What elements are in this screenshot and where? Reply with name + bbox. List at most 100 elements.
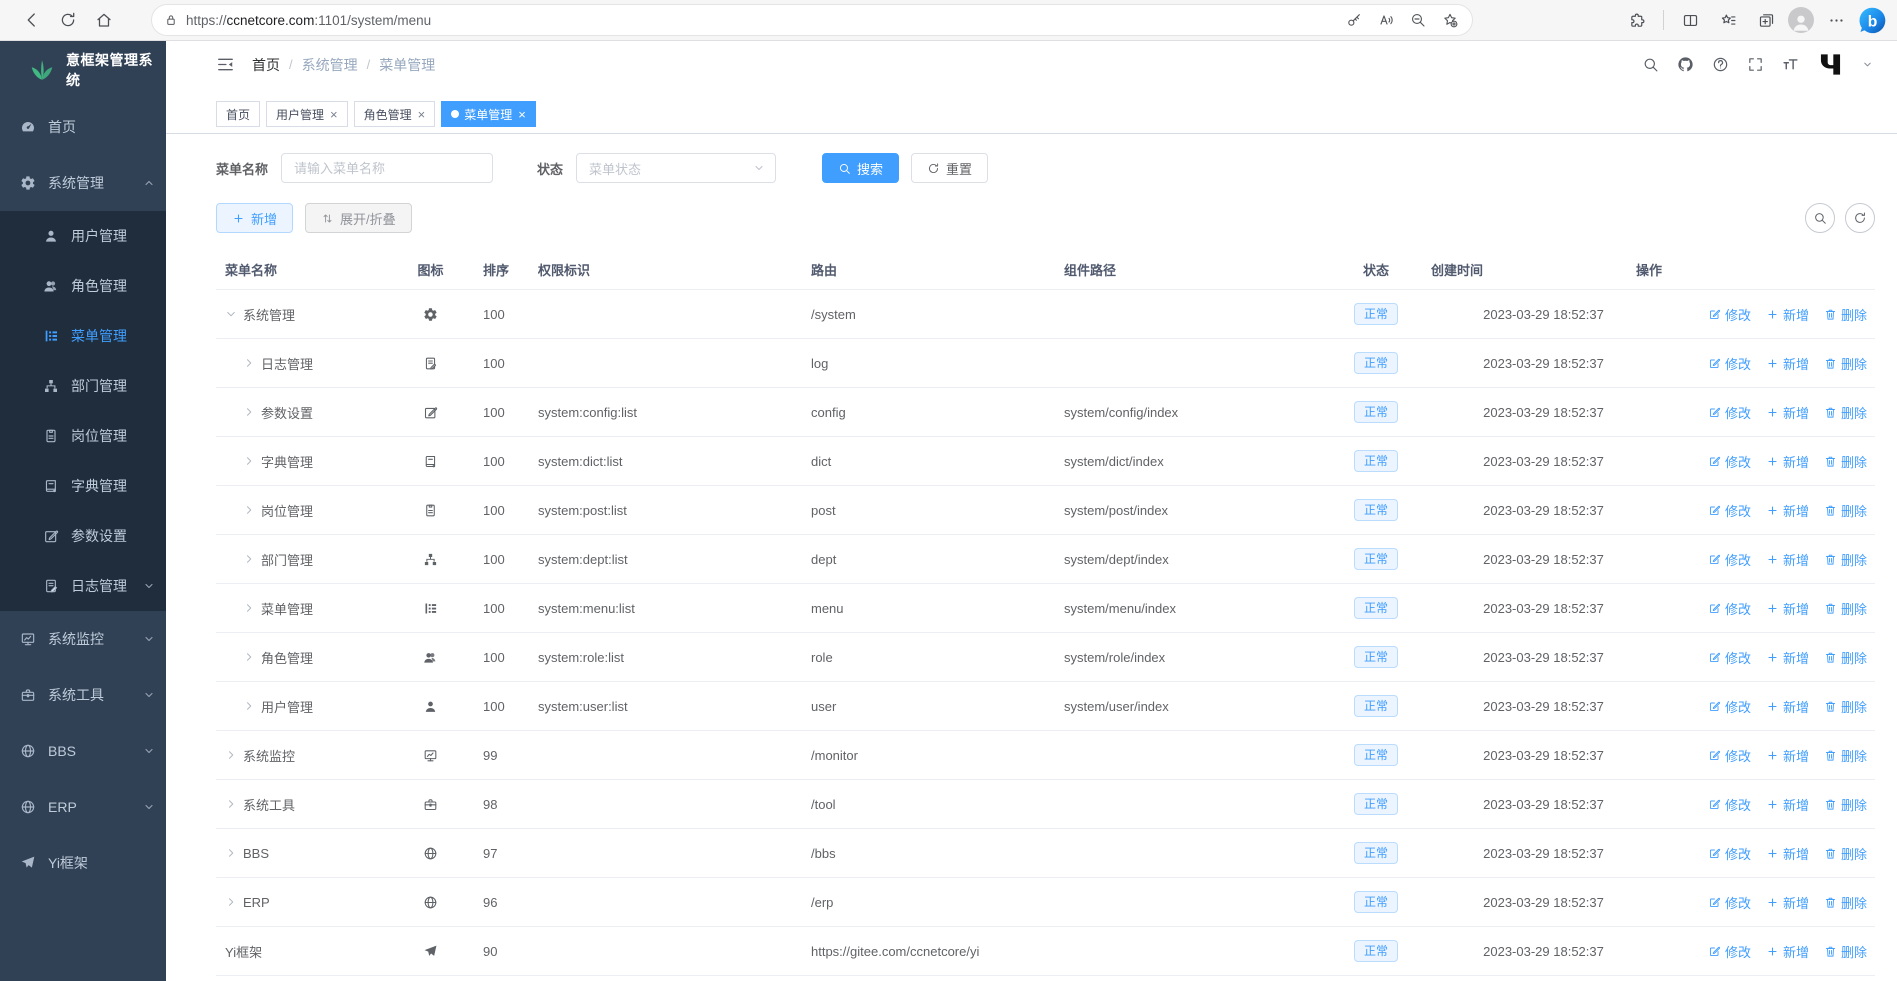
sidebar-item-menu[interactable]: 菜单管理 xyxy=(0,311,166,361)
tab-menu[interactable]: 菜单管理 × xyxy=(441,101,536,127)
op-add-link[interactable]: 新增 xyxy=(1766,403,1809,422)
op-add-link[interactable]: 新增 xyxy=(1766,305,1809,324)
sidebar-item-system[interactable]: 系统管理 xyxy=(0,155,166,211)
tab-close-icon[interactable]: × xyxy=(330,106,338,122)
op-edit-link[interactable]: 修改 xyxy=(1708,452,1751,471)
chevron-down-icon[interactable] xyxy=(225,308,237,320)
tab-close-icon[interactable]: × xyxy=(518,106,526,122)
op-delete-link[interactable]: 删除 xyxy=(1824,844,1867,863)
chevron-right-icon[interactable] xyxy=(243,553,255,565)
sidebar-item-tool[interactable]: 系统工具 xyxy=(0,667,166,723)
url-text[interactable]: https://ccnetcore.com:1101/system/menu xyxy=(186,12,432,28)
op-delete-link[interactable]: 删除 xyxy=(1824,354,1867,373)
extensions-button[interactable] xyxy=(1621,4,1653,36)
chevron-right-icon[interactable] xyxy=(225,896,237,908)
split-screen-button[interactable] xyxy=(1674,4,1706,36)
browser-home-button[interactable] xyxy=(86,3,122,37)
op-delete-link[interactable]: 删除 xyxy=(1824,893,1867,912)
avatar-dropdown-caret[interactable] xyxy=(1862,59,1873,70)
op-add-link[interactable]: 新增 xyxy=(1766,844,1809,863)
chevron-right-icon[interactable] xyxy=(243,651,255,663)
op-delete-link[interactable]: 删除 xyxy=(1824,648,1867,667)
sidebar-item-user[interactable]: 用户管理 xyxy=(0,211,166,261)
op-delete-link[interactable]: 删除 xyxy=(1824,795,1867,814)
op-add-link[interactable]: 新增 xyxy=(1766,452,1809,471)
op-delete-link[interactable]: 删除 xyxy=(1824,746,1867,765)
sidebar-item-home[interactable]: 首页 xyxy=(0,99,166,155)
browser-refresh-button[interactable] xyxy=(50,3,86,37)
op-add-link[interactable]: 新增 xyxy=(1766,942,1809,961)
op-edit-link[interactable]: 修改 xyxy=(1708,403,1751,422)
op-edit-link[interactable]: 修改 xyxy=(1708,305,1751,324)
op-add-link[interactable]: 新增 xyxy=(1766,501,1809,520)
op-delete-link[interactable]: 删除 xyxy=(1824,550,1867,569)
zoom-out-button[interactable] xyxy=(1402,6,1434,34)
sidebar-item-yi[interactable]: Yi框架 xyxy=(0,835,166,891)
sidebar-item-post[interactable]: 岗位管理 xyxy=(0,411,166,461)
op-delete-link[interactable]: 删除 xyxy=(1824,305,1867,324)
browser-menu-button[interactable] xyxy=(1820,4,1852,36)
browser-back-button[interactable] xyxy=(14,3,50,37)
op-edit-link[interactable]: 修改 xyxy=(1708,501,1751,520)
browser-profile-avatar[interactable] xyxy=(1788,7,1814,33)
fullscreen-button[interactable] xyxy=(1747,56,1764,73)
help-button[interactable] xyxy=(1712,56,1729,73)
status-select[interactable]: 菜单状态 xyxy=(576,153,777,183)
chevron-right-icon[interactable] xyxy=(225,847,237,859)
op-edit-link[interactable]: 修改 xyxy=(1708,354,1751,373)
op-edit-link[interactable]: 修改 xyxy=(1708,599,1751,618)
op-add-link[interactable]: 新增 xyxy=(1766,697,1809,716)
read-aloud-button[interactable] xyxy=(1370,6,1402,34)
menu-name-input[interactable] xyxy=(281,153,494,183)
user-avatar-logo[interactable] xyxy=(1817,51,1844,78)
expand-collapse-button[interactable]: 展开/折叠 xyxy=(305,203,412,233)
tab-home[interactable]: 首页 xyxy=(216,101,261,127)
sidebar-item-dept[interactable]: 部门管理 xyxy=(0,361,166,411)
search-button[interactable]: 搜索 xyxy=(822,153,900,183)
op-edit-link[interactable]: 修改 xyxy=(1708,893,1751,912)
op-edit-link[interactable]: 修改 xyxy=(1708,844,1751,863)
favorites-button[interactable] xyxy=(1712,4,1744,36)
op-edit-link[interactable]: 修改 xyxy=(1708,746,1751,765)
op-add-link[interactable]: 新增 xyxy=(1766,599,1809,618)
chevron-right-icon[interactable] xyxy=(225,749,237,761)
password-button[interactable] xyxy=(1338,6,1370,34)
chevron-right-icon[interactable] xyxy=(243,406,255,418)
tab-close-icon[interactable]: × xyxy=(417,106,426,122)
show-search-toggle-button[interactable] xyxy=(1805,203,1835,233)
header-search-button[interactable] xyxy=(1642,56,1659,73)
op-delete-link[interactable]: 删除 xyxy=(1824,942,1867,961)
tab-user[interactable]: 用户管理 × xyxy=(266,101,348,127)
op-add-link[interactable]: 新增 xyxy=(1766,648,1809,667)
chevron-right-icon[interactable] xyxy=(243,602,255,614)
font-size-button[interactable] xyxy=(1782,56,1799,73)
op-edit-link[interactable]: 修改 xyxy=(1708,697,1751,716)
add-button[interactable]: 新增 xyxy=(216,203,294,233)
op-add-link[interactable]: 新增 xyxy=(1766,354,1809,373)
op-edit-link[interactable]: 修改 xyxy=(1708,942,1751,961)
sidebar-item-log[interactable]: 日志管理 xyxy=(0,561,166,611)
collections-button[interactable] xyxy=(1750,4,1782,36)
chevron-right-icon[interactable] xyxy=(243,357,255,369)
sidebar-item-config[interactable]: 参数设置 xyxy=(0,511,166,561)
breadcrumb-item[interactable]: 首页 xyxy=(252,56,280,73)
sidebar-fold-button[interactable] xyxy=(216,55,235,74)
app-logo[interactable]: 意框架管理系统 xyxy=(0,41,166,99)
sidebar-item-role[interactable]: 角色管理 xyxy=(0,261,166,311)
sidebar-item-erp[interactable]: ERP xyxy=(0,779,166,835)
op-add-link[interactable]: 新增 xyxy=(1766,550,1809,569)
sidebar-item-monitor[interactable]: 系统监控 xyxy=(0,611,166,667)
address-bar[interactable]: https://ccnetcore.com:1101/system/menu xyxy=(152,5,1472,35)
favorite-this-page-button[interactable] xyxy=(1434,6,1466,34)
op-delete-link[interactable]: 删除 xyxy=(1824,403,1867,422)
chevron-right-icon[interactable] xyxy=(243,455,255,467)
chevron-right-icon[interactable] xyxy=(243,700,255,712)
bing-chat-button[interactable]: b xyxy=(1858,6,1887,35)
github-link-button[interactable] xyxy=(1677,56,1694,73)
sidebar-item-dict[interactable]: 字典管理 xyxy=(0,461,166,511)
op-add-link[interactable]: 新增 xyxy=(1766,893,1809,912)
op-edit-link[interactable]: 修改 xyxy=(1708,795,1751,814)
sidebar-item-bbs[interactable]: BBS xyxy=(0,723,166,779)
op-delete-link[interactable]: 删除 xyxy=(1824,697,1867,716)
op-edit-link[interactable]: 修改 xyxy=(1708,550,1751,569)
